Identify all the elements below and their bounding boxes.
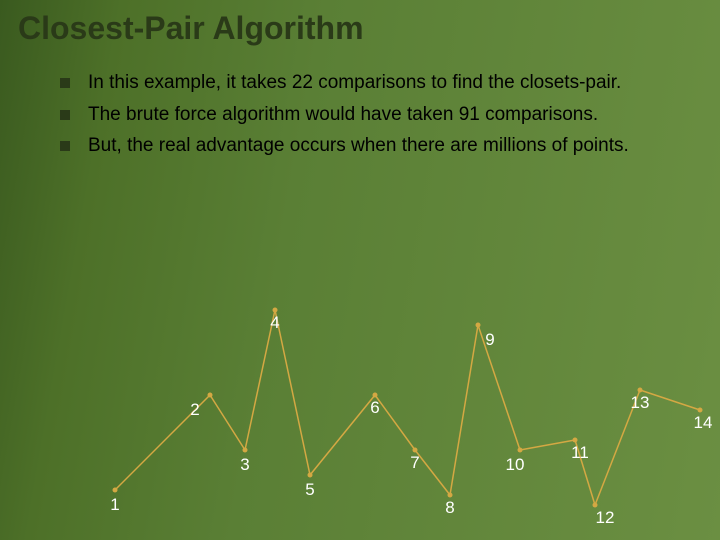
diagram-point [208, 393, 213, 398]
diagram-point [413, 448, 418, 453]
diagram-edge [275, 310, 310, 475]
bullet-square-icon [60, 78, 70, 88]
bullet-text: The brute force algorithm would have tak… [88, 102, 598, 128]
diagram-point [518, 448, 523, 453]
diagram-point-label: 10 [506, 455, 525, 475]
diagram-point [113, 488, 118, 493]
diagram-edge [310, 395, 375, 475]
bullet-item: The brute force algorithm would have tak… [60, 102, 680, 128]
diagram-point-label: 1 [110, 495, 119, 515]
diagram-edge [375, 395, 415, 450]
diagram-point [273, 308, 278, 313]
diagram-edge [415, 450, 450, 495]
diagram-point-label: 4 [270, 313, 279, 333]
diagram-point [308, 473, 313, 478]
bullet-item: In this example, it takes 22 comparisons… [60, 70, 680, 96]
diagram-edge [450, 325, 478, 495]
diagram-point-label: 2 [190, 400, 199, 420]
diagram-area: 1234567891011121314 [0, 280, 720, 540]
diagram-point [243, 448, 248, 453]
diagram-point-label: 5 [305, 480, 314, 500]
diagram-point-label: 11 [571, 443, 589, 463]
diagram-point [698, 408, 703, 413]
diagram-edge [520, 440, 575, 450]
bullet-text: But, the real advantage occurs when ther… [88, 133, 629, 159]
diagram-point [573, 438, 578, 443]
diagram-point-label: 9 [485, 330, 494, 350]
diagram-point-label: 8 [445, 498, 454, 518]
diagram-point-label: 13 [631, 393, 650, 413]
page-title: Closest-Pair Algorithm [18, 10, 364, 47]
bullet-item: But, the real advantage occurs when ther… [60, 133, 680, 159]
diagram-point [593, 503, 598, 508]
diagram-point [476, 323, 481, 328]
diagram-edge [210, 395, 245, 450]
bullet-square-icon [60, 110, 70, 120]
diagram-point [638, 388, 643, 393]
diagram-point-label: 7 [410, 453, 419, 473]
diagram-point-label: 12 [596, 508, 615, 528]
diagram-point-label: 6 [370, 398, 379, 418]
diagram-point [373, 393, 378, 398]
diagram-point-label: 3 [240, 455, 249, 475]
diagram-lines [0, 280, 720, 540]
bullet-square-icon [60, 141, 70, 151]
diagram-point-label: 14 [694, 413, 713, 433]
bullet-list: In this example, it takes 22 comparisons… [60, 70, 680, 165]
diagram-point [448, 493, 453, 498]
bullet-text: In this example, it takes 22 comparisons… [88, 70, 621, 96]
